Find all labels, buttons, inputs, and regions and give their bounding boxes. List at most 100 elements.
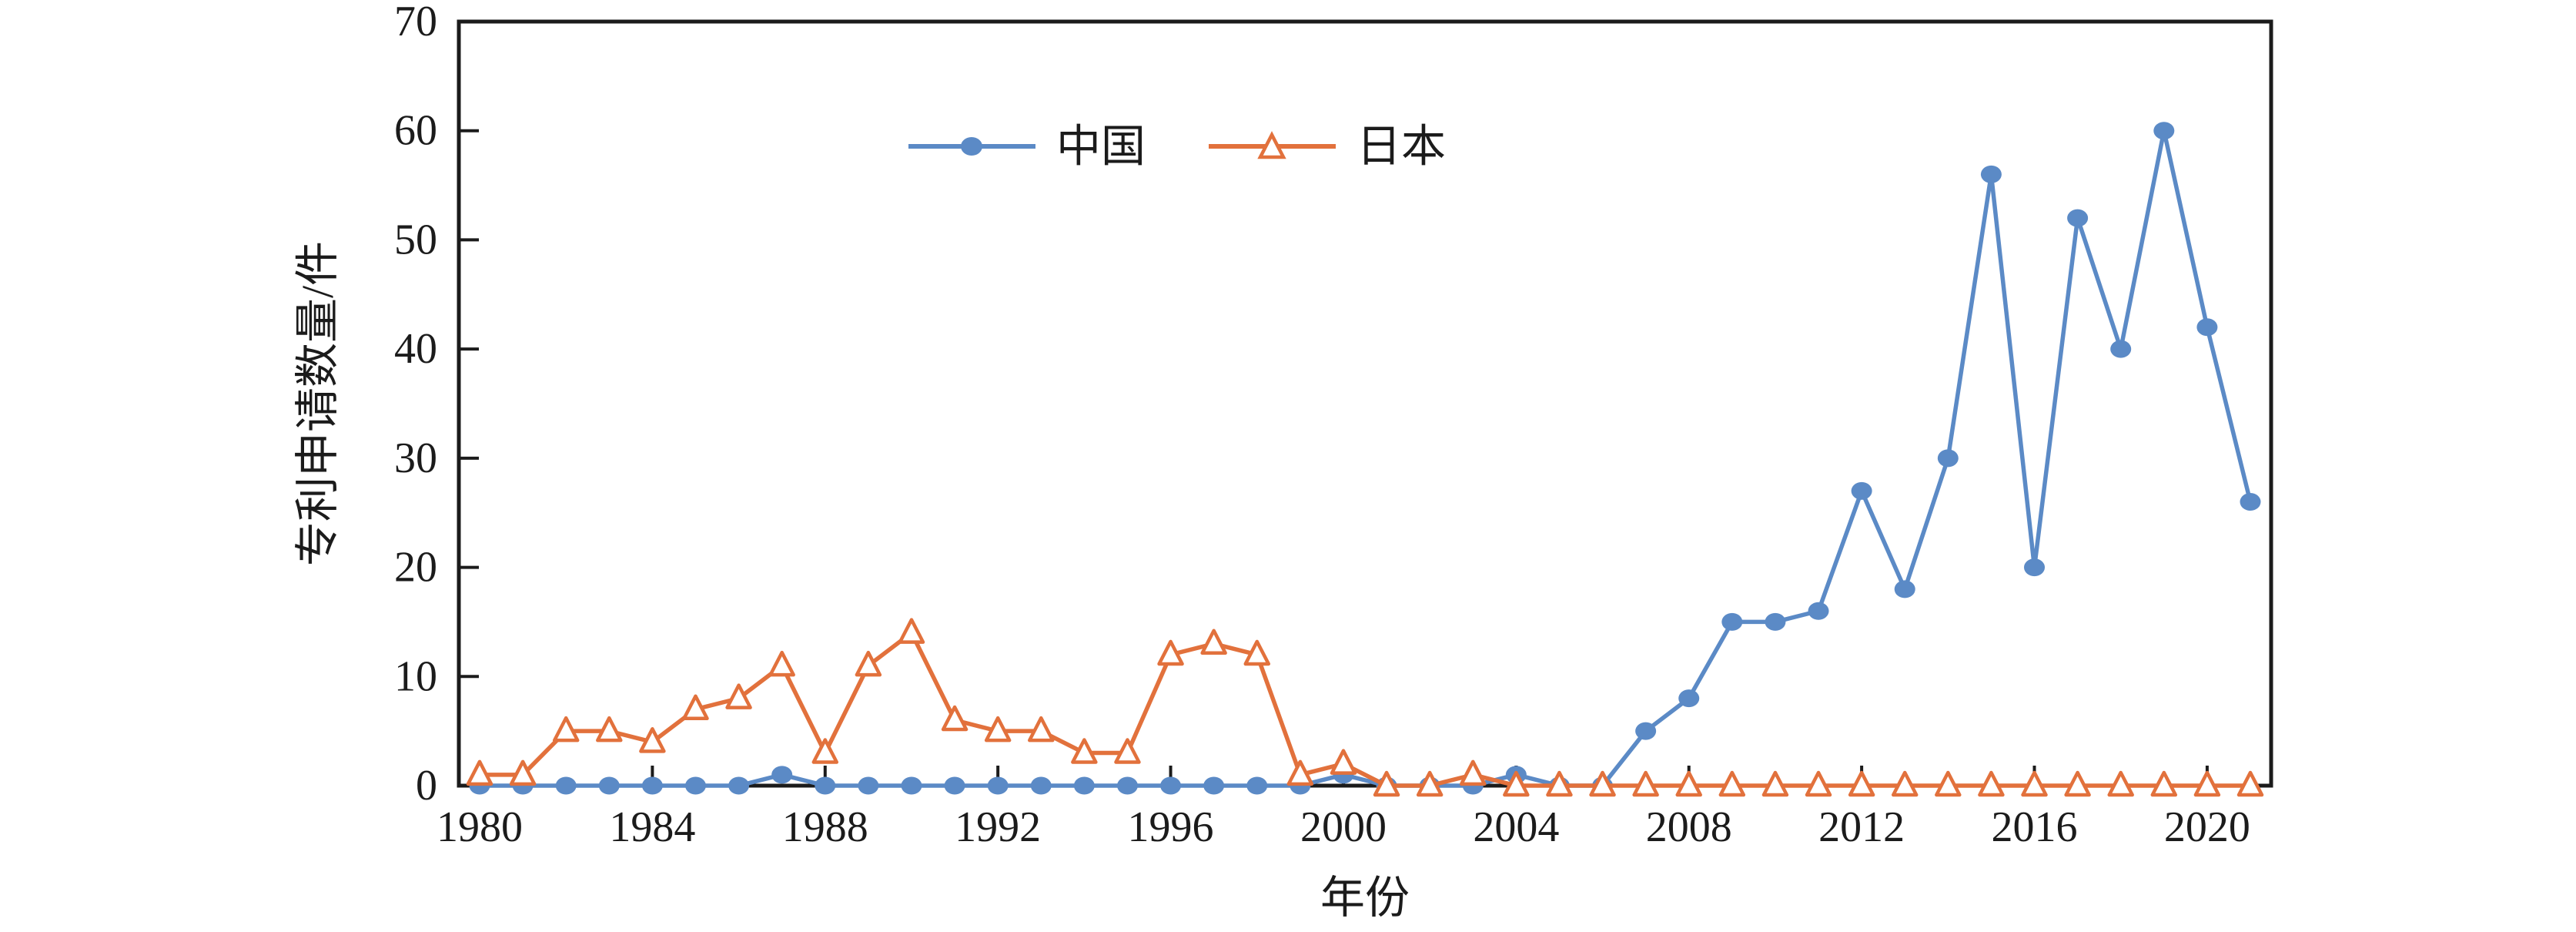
japan-data-point-marker bbox=[1675, 770, 1702, 797]
china-data-point-marker bbox=[1073, 776, 1095, 795]
china-data-point-marker bbox=[1937, 449, 1959, 468]
china-data-point-marker bbox=[641, 776, 663, 795]
japan-data-point-marker bbox=[2193, 770, 2221, 797]
japan-data-point-marker bbox=[1546, 770, 1573, 797]
x-tick-label: 2000 bbox=[1300, 803, 1387, 851]
china-data-point-marker bbox=[555, 776, 577, 795]
china-data-point-marker bbox=[1678, 689, 1700, 708]
china-data-point-marker bbox=[1116, 776, 1138, 795]
japan-data-point-marker bbox=[2150, 770, 2178, 797]
china-data-point-marker bbox=[1808, 602, 1829, 620]
japan-data-point-marker bbox=[1114, 738, 1141, 764]
china-series-line bbox=[477, 128, 2253, 788]
japan-data-point-marker bbox=[1632, 770, 1659, 797]
china-data-point-marker bbox=[728, 776, 750, 795]
japan-data-point-marker bbox=[1978, 770, 2005, 797]
china-data-point-marker bbox=[2153, 122, 2175, 140]
y-tick-label: 10 bbox=[394, 652, 437, 700]
japan-data-point-marker bbox=[639, 727, 666, 753]
japan-data-point-marker bbox=[2107, 770, 2134, 797]
plot-frame bbox=[457, 19, 2273, 788]
china-data-point-marker bbox=[987, 776, 1009, 795]
japan-data-point-marker bbox=[984, 716, 1012, 743]
china-data-point-marker bbox=[1980, 165, 2002, 183]
japan-data-point-marker bbox=[1589, 770, 1616, 797]
y-tick-label: 20 bbox=[394, 544, 437, 592]
japan-data-point-marker bbox=[2064, 770, 2091, 797]
japan-data-point-marker bbox=[725, 683, 752, 709]
china-data-point-marker bbox=[815, 776, 836, 795]
y-tick-label: 50 bbox=[394, 216, 437, 263]
legend: 中国 日本 bbox=[908, 122, 1446, 172]
y-tick-label: 0 bbox=[416, 762, 437, 810]
china-data-point-marker bbox=[2196, 318, 2218, 337]
japan-data-point-marker bbox=[1373, 770, 1400, 797]
china-data-point-marker bbox=[598, 776, 620, 795]
x-tick-label: 1984 bbox=[609, 803, 695, 851]
japan-data-point-marker bbox=[1200, 629, 1227, 655]
japan-data-point-marker bbox=[855, 650, 882, 677]
china-data-point-marker bbox=[1894, 580, 1915, 598]
y-tick-label: 60 bbox=[394, 107, 437, 155]
legend-item-china: 中国 bbox=[908, 122, 1146, 172]
japan-data-point-marker bbox=[509, 759, 537, 786]
japan-data-point-marker bbox=[466, 759, 493, 786]
japan-data-point-marker bbox=[1891, 770, 1919, 797]
japan-data-point-marker bbox=[596, 716, 623, 743]
x-tick-label: 1980 bbox=[437, 803, 523, 851]
china-data-point-marker bbox=[1851, 481, 1872, 500]
china-data-point-marker bbox=[901, 776, 922, 795]
x-axis-title: 年份 bbox=[1320, 873, 1410, 923]
china-data-point-marker bbox=[1721, 612, 1743, 631]
plot-layer: 0 10 20 30 40 50 60 70 1980 1984 1988 1992 1996 2000 2… bbox=[394, 0, 2273, 851]
japan-legend-label: 日本 bbox=[1357, 122, 1446, 172]
japan-data-point-marker bbox=[2236, 770, 2264, 797]
china-data-point-marker bbox=[1246, 776, 1268, 795]
x-tick-label: 2012 bbox=[1818, 803, 1905, 851]
japan-legend-triangle-marker bbox=[1257, 131, 1286, 159]
japan-data-point-marker bbox=[1761, 770, 1789, 797]
x-tick-label: 2004 bbox=[1473, 803, 1559, 851]
x-tick-label: 1996 bbox=[1128, 803, 1214, 851]
japan-data-point-marker bbox=[1718, 770, 1746, 797]
japan-data-point-marker bbox=[941, 705, 969, 732]
japan-data-point-marker bbox=[682, 694, 709, 721]
japan-data-point-marker bbox=[1848, 770, 1875, 797]
japan-data-point-marker bbox=[898, 618, 925, 644]
y-tick-label: 30 bbox=[394, 434, 437, 482]
japan-data-point-marker bbox=[1416, 770, 1444, 797]
japan-data-point-marker bbox=[1157, 639, 1184, 666]
china-data-point-marker bbox=[1203, 776, 1225, 795]
japan-data-point-marker bbox=[552, 716, 580, 743]
japan-data-point-marker bbox=[1286, 759, 1314, 786]
japan-data-point-marker bbox=[1071, 738, 1098, 764]
china-data-point-marker bbox=[1030, 776, 1052, 795]
china-data-point-marker bbox=[858, 776, 879, 795]
china-data-point-marker bbox=[1635, 722, 1657, 740]
japan-data-point-marker bbox=[1805, 770, 1832, 797]
china-data-point-marker bbox=[771, 766, 793, 784]
x-tick-label: 2016 bbox=[1992, 803, 2078, 851]
x-tick-label: 1992 bbox=[955, 803, 1041, 851]
japan-data-point-marker bbox=[811, 738, 839, 764]
china-data-point-marker bbox=[2024, 558, 2046, 577]
japan-data-point-marker bbox=[1028, 716, 1055, 743]
china-data-point-marker bbox=[1160, 776, 1182, 795]
legend-item-japan: 日本 bbox=[1209, 122, 1446, 172]
china-data-point-marker bbox=[944, 776, 965, 795]
china-data-point-marker bbox=[2067, 209, 2089, 227]
x-tick-label: 2020 bbox=[2164, 803, 2250, 851]
x-tick-label: 2008 bbox=[1646, 803, 1732, 851]
y-tick-label: 70 bbox=[394, 0, 437, 45]
china-legend-circle-marker bbox=[961, 137, 982, 156]
y-tick-label: 40 bbox=[394, 325, 437, 373]
y-axis-title: 专利申请数量/件 bbox=[293, 241, 343, 566]
japan-data-point-marker bbox=[2021, 770, 2048, 797]
china-data-point-marker bbox=[2240, 493, 2261, 511]
china-data-point-marker bbox=[684, 776, 706, 795]
japan-data-point-marker bbox=[1935, 770, 1962, 797]
japan-data-point-marker bbox=[1243, 639, 1271, 666]
